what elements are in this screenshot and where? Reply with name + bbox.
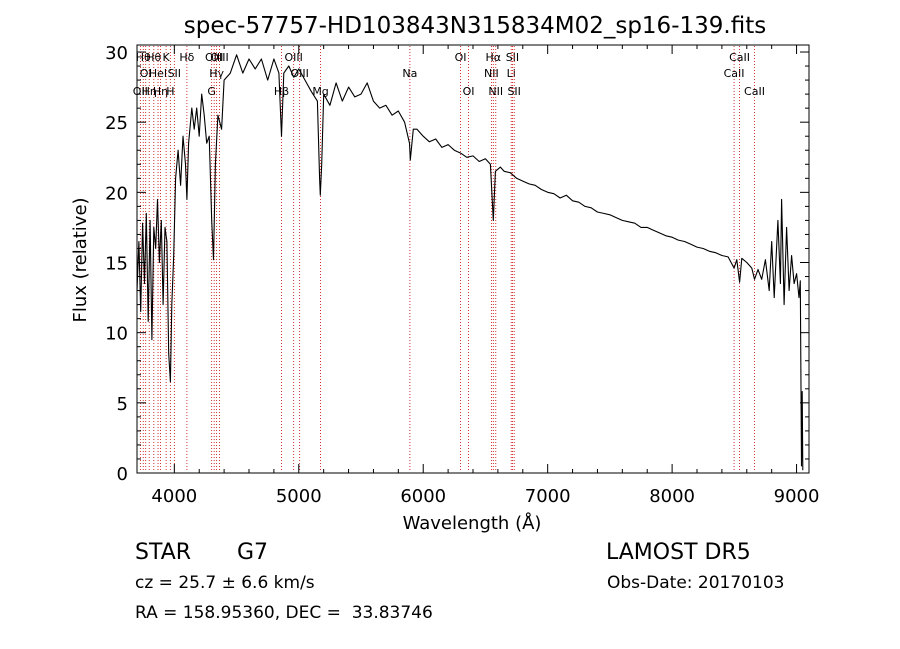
line-marker-label: Hθ [146,51,161,64]
line-marker-label: NII [488,85,503,98]
line-marker-label: Hβ [274,85,289,98]
x-tick-label: 7000 [525,486,571,507]
line-marker-label: SII [168,67,181,80]
line-marker-label: NII [484,67,499,80]
line-marker-label: OIII [210,51,228,64]
y-axis-ticks: 0 5 10 15 20 25 30 [105,43,809,485]
line-marker-label: Hα [486,51,502,64]
x-tick-label: 8000 [649,486,695,507]
line-marker-label: Hγ [209,67,224,80]
line-marker-label: OI [463,85,475,98]
object-type: STAR [135,540,192,565]
spectral-line-markers: OIIHθOIHηHθHeIHηKHSIIHδGOIIIHγOIIIHβOIII… [133,46,765,472]
x-axis-ticks: 4000 5000 6000 7000 8000 9000 [151,45,819,507]
line-marker-label: SII [506,51,519,64]
line-marker-label: OIII [284,51,302,64]
observation-date: Obs-Date: 20170103 [607,573,785,593]
line-marker-label: Hη [142,85,157,98]
plot-frame [136,44,810,474]
x-tick-label: 5000 [276,486,322,507]
line-marker-label: CaII [724,67,745,80]
x-tick-label: 6000 [400,486,446,507]
line-marker-label: CaII [729,51,750,64]
line-marker-label: K [163,51,171,64]
y-tick-label: 10 [105,324,128,345]
spectrum-series [136,54,804,471]
y-axis-label: Flux (relative) [70,197,91,322]
spectrum-line [136,54,804,471]
spectral-subclass: G7 [237,540,269,565]
line-marker-label: CaII [744,85,765,98]
x-tick-label: 9000 [774,486,820,507]
x-tick-label: 4000 [151,486,197,507]
line-marker-label: OI [140,67,152,80]
y-tick-label: 20 [105,183,128,204]
y-tick-label: 25 [105,113,128,134]
y-tick-label: 30 [105,43,128,64]
survey-name: LAMOST DR5 [606,540,751,565]
line-marker-label: OIII [290,67,308,80]
y-tick-label: 5 [117,394,128,415]
chart-title: spec-57757-HD103843N315834M02_sp16-139.f… [184,13,766,39]
line-marker-label: Hδ [179,51,194,64]
line-marker-label: Hθ [136,51,151,64]
coordinates: RA = 158.95360, DEC = 33.83746 [135,603,433,623]
line-marker-label: H [166,85,174,98]
line-marker-label: Hη [153,85,168,98]
y-tick-label: 15 [105,254,128,275]
x-axis-label: Wavelength (Å) [403,512,542,534]
line-marker-label: G [207,85,216,98]
y-tick-label: 0 [117,464,128,485]
line-marker-label: OIII [205,51,223,64]
line-marker-label: OI [455,51,467,64]
line-marker-label: Li [507,67,516,80]
line-marker-label: Na [402,67,417,80]
line-marker-label: SII [507,85,520,98]
line-marker-label: HeI [149,67,167,80]
redshift-value: cz = 25.7 ± 6.6 km/s [135,573,315,593]
